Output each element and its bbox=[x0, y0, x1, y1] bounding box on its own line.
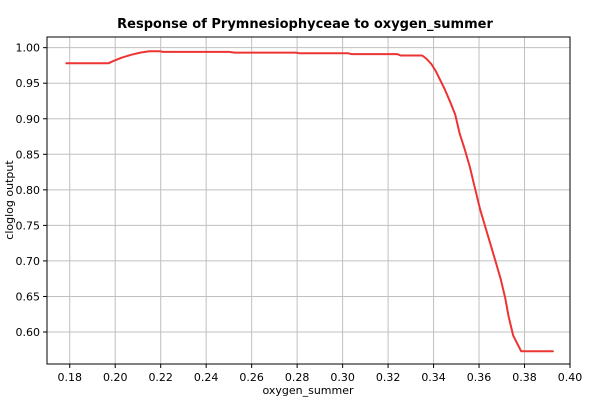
y-tick-label: 1.00 bbox=[16, 42, 41, 55]
x-tick-label: 0.38 bbox=[512, 371, 537, 384]
x-tick-label: 0.28 bbox=[285, 371, 310, 384]
x-tick-label: 0.32 bbox=[376, 371, 401, 384]
x-tick-label: 0.30 bbox=[330, 371, 355, 384]
y-axis-label: cloglog output bbox=[3, 160, 16, 240]
y-tick-label: 0.65 bbox=[16, 290, 41, 303]
x-tick-label: 0.36 bbox=[467, 371, 492, 384]
x-tick-label: 0.40 bbox=[558, 371, 583, 384]
y-tick-label: 0.90 bbox=[16, 113, 41, 126]
x-tick-label: 0.22 bbox=[148, 371, 173, 384]
ticks: 0.18 0.20 0.22 0.24 0.26 0.28 0.30 0.32 0.34 0.36… bbox=[16, 42, 583, 384]
x-tick-label: 0.34 bbox=[421, 371, 446, 384]
y-tick-label: 0.85 bbox=[16, 148, 41, 161]
response-curve-line bbox=[65, 50, 554, 353]
series-layer bbox=[65, 50, 554, 353]
chart-title: Response of Prymnesiophyceae to oxygen_s… bbox=[117, 17, 493, 32]
plot-area bbox=[47, 37, 570, 364]
x-tick-label: 0.24 bbox=[194, 371, 219, 384]
x-tick-label: 0.20 bbox=[103, 371, 128, 384]
plot-frame bbox=[46, 36, 571, 365]
x-tick-label: 0.18 bbox=[57, 371, 82, 384]
y-tick-label: 0.80 bbox=[16, 184, 41, 197]
y-tick-label: 0.60 bbox=[16, 326, 41, 339]
x-tick-label: 0.26 bbox=[239, 371, 264, 384]
y-tick-label: 0.75 bbox=[16, 219, 41, 232]
y-tick-label: 0.70 bbox=[16, 255, 41, 268]
x-axis-label: oxygen_summer bbox=[262, 384, 354, 397]
y-tick-label: 0.95 bbox=[16, 77, 41, 90]
